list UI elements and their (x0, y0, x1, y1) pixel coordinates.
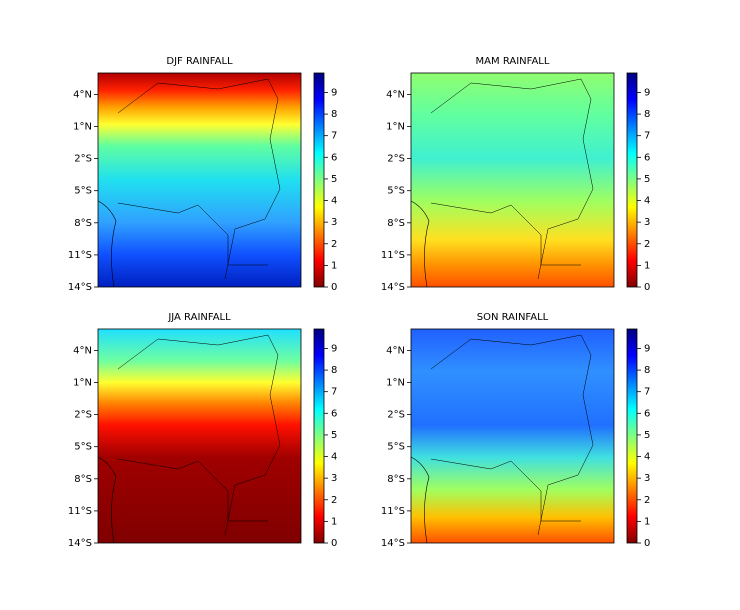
y-tick-label: 2°S (387, 410, 405, 421)
colorbar-tick-label: 4 (644, 196, 650, 207)
y-tick-label: 11°S (381, 506, 405, 517)
colorbar-tick-label: 5 (644, 430, 650, 441)
colorbar-tick-label: 9 (644, 87, 650, 98)
colorbar-tick-label: 6 (331, 152, 337, 163)
colorbar-tick-label: 0 (644, 538, 650, 549)
map-panel (97, 72, 302, 288)
y-tick-label: 2°S (74, 410, 92, 421)
y-tick-label: 1°N (386, 122, 405, 133)
colorbar-tick-label: 0 (331, 538, 337, 549)
colorbar-tick-label: 8 (644, 365, 650, 376)
colorbar-tick-label: 9 (644, 343, 650, 354)
y-tick-label: 5°S (74, 442, 92, 453)
country-borders (117, 78, 281, 280)
y-tick-label: 11°S (68, 250, 92, 261)
map-frame (97, 72, 302, 288)
colorbar-tick-label: 8 (331, 365, 337, 376)
colorbar-tick-label: 4 (331, 196, 337, 207)
colorbar-tick-label: 2 (331, 239, 337, 250)
colorbar-tick-label: 1 (331, 516, 337, 527)
colorbar-tick-label: 7 (644, 131, 650, 142)
y-tick-label: 8°S (74, 474, 92, 485)
colorbar-tick-label: 3 (644, 217, 650, 228)
y-tick-label: 5°S (387, 186, 405, 197)
map-frame (410, 328, 615, 544)
country-borders (117, 334, 281, 536)
colorbar-tick-label: 8 (331, 109, 337, 120)
colorbar-tick-label: 7 (331, 387, 337, 398)
y-tick-label: 5°S (387, 442, 405, 453)
colorbar-tick-label: 6 (331, 408, 337, 419)
map-frame (410, 72, 615, 288)
y-tick-label: 5°S (74, 186, 92, 197)
y-tick-label: 4°N (73, 89, 92, 100)
panel-title: DJF RAINFALL (166, 56, 233, 67)
rainfall-field (411, 73, 614, 287)
colorbar-tick-label: 8 (644, 109, 650, 120)
colorbar-tick-label: 2 (331, 495, 337, 506)
colorbar-tick-label: 6 (644, 408, 650, 419)
y-tick-label: 14°S (68, 282, 92, 293)
colorbar-tick-label: 9 (331, 343, 337, 354)
rainfall-field (411, 329, 614, 543)
colorbar-tick-label: 1 (331, 260, 337, 271)
country-borders (430, 78, 594, 280)
panel-title: SON RAINFALL (477, 312, 549, 323)
y-tick-label: 1°N (73, 378, 92, 389)
y-tick-label: 11°S (381, 250, 405, 261)
y-tick-label: 11°S (68, 506, 92, 517)
colorbar-tick-label: 4 (644, 452, 650, 463)
colorbar-tick-label: 6 (644, 152, 650, 163)
colorbar-tick-label: 3 (644, 473, 650, 484)
colorbar-tick-label: 5 (644, 174, 650, 185)
y-tick-label: 8°S (387, 218, 405, 229)
colorbar-tick-label: 3 (331, 473, 337, 484)
colorbar-tick-label: 7 (331, 131, 337, 142)
colorbar-tick-label: 5 (331, 430, 337, 441)
y-tick-label: 1°N (73, 122, 92, 133)
y-tick-label: 14°S (381, 538, 405, 549)
map-panel (410, 72, 615, 288)
colorbar (313, 72, 325, 288)
y-tick-label: 14°S (68, 538, 92, 549)
rainfall-field (98, 73, 301, 287)
colorbar-tick-label: 1 (644, 516, 650, 527)
y-tick-label: 14°S (381, 282, 405, 293)
country-borders (430, 334, 594, 536)
colorbar-tick-label: 0 (331, 282, 337, 293)
panel-title: JJA RAINFALL (167, 312, 231, 323)
rainfall-field (98, 329, 301, 543)
map-frame (97, 328, 302, 544)
y-tick-label: 1°N (386, 378, 405, 389)
y-tick-label: 2°S (74, 154, 92, 165)
coastline (97, 200, 117, 288)
colorbar-tick-label: 2 (644, 239, 650, 250)
y-tick-label: 4°N (386, 89, 405, 100)
y-tick-label: 8°S (74, 218, 92, 229)
colorbar (626, 328, 638, 544)
map-panel (410, 328, 615, 544)
colorbar-tick-label: 2 (644, 495, 650, 506)
colorbar-tick-label: 4 (331, 452, 337, 463)
y-tick-label: 8°S (387, 474, 405, 485)
map-panel (97, 328, 302, 544)
colorbar-tick-label: 5 (331, 174, 337, 185)
colorbar-tick-label: 1 (644, 260, 650, 271)
coastline (97, 456, 117, 544)
colorbar-tick-label: 7 (644, 387, 650, 398)
y-tick-label: 4°N (386, 345, 405, 356)
coastline (410, 456, 430, 544)
coastline (410, 200, 430, 288)
panel-title: MAM RAINFALL (476, 56, 550, 67)
colorbar-tick-label: 0 (644, 282, 650, 293)
y-tick-label: 2°S (387, 154, 405, 165)
colorbar (313, 328, 325, 544)
colorbar-tick-label: 3 (331, 217, 337, 228)
colorbar (626, 72, 638, 288)
colorbar-tick-label: 9 (331, 87, 337, 98)
y-tick-label: 4°N (73, 345, 92, 356)
